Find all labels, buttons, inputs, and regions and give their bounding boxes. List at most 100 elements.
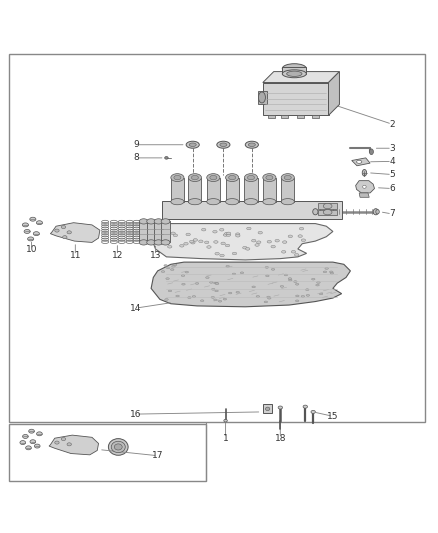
Ellipse shape [299, 228, 304, 230]
Ellipse shape [161, 240, 170, 245]
Text: 12: 12 [112, 251, 123, 260]
Ellipse shape [256, 296, 260, 297]
Bar [244, 177, 258, 201]
Ellipse shape [193, 239, 198, 241]
Ellipse shape [109, 439, 128, 455]
Text: 7: 7 [389, 209, 395, 219]
Ellipse shape [181, 274, 185, 277]
Bar [9, 424, 206, 481]
Ellipse shape [114, 444, 122, 450]
Bar [312, 115, 319, 118]
Ellipse shape [221, 242, 225, 245]
Ellipse shape [226, 232, 231, 235]
Ellipse shape [236, 235, 240, 237]
Ellipse shape [36, 221, 42, 225]
Ellipse shape [240, 272, 244, 273]
Ellipse shape [305, 289, 309, 290]
Ellipse shape [252, 286, 255, 288]
Ellipse shape [265, 275, 269, 277]
Ellipse shape [255, 244, 259, 246]
Ellipse shape [244, 174, 258, 182]
Bar [318, 209, 337, 215]
Ellipse shape [229, 175, 236, 180]
Ellipse shape [306, 295, 310, 296]
Ellipse shape [291, 251, 296, 253]
Ellipse shape [219, 229, 224, 231]
Ellipse shape [266, 175, 273, 180]
Polygon shape [263, 71, 339, 83]
Polygon shape [151, 262, 350, 307]
Ellipse shape [25, 446, 32, 450]
Text: 15: 15 [327, 412, 339, 421]
Polygon shape [263, 83, 328, 115]
Ellipse shape [294, 254, 299, 256]
Ellipse shape [217, 141, 230, 148]
Ellipse shape [147, 219, 155, 224]
Ellipse shape [161, 219, 170, 224]
Ellipse shape [317, 281, 320, 284]
Ellipse shape [174, 175, 181, 180]
Bar [263, 177, 276, 201]
Ellipse shape [30, 217, 36, 221]
Polygon shape [328, 71, 339, 115]
Ellipse shape [275, 239, 279, 242]
Ellipse shape [280, 286, 284, 287]
Ellipse shape [199, 240, 203, 243]
Ellipse shape [323, 209, 332, 215]
Ellipse shape [28, 429, 34, 433]
Ellipse shape [286, 71, 302, 76]
Text: 17: 17 [152, 451, 163, 460]
Ellipse shape [214, 240, 218, 243]
Bar [171, 177, 184, 201]
Ellipse shape [244, 199, 258, 205]
Ellipse shape [173, 234, 177, 237]
Ellipse shape [267, 240, 272, 243]
Ellipse shape [313, 209, 318, 215]
Ellipse shape [220, 143, 227, 147]
Ellipse shape [284, 274, 288, 276]
Ellipse shape [301, 239, 306, 241]
Bar [318, 204, 337, 209]
Ellipse shape [67, 231, 71, 234]
Ellipse shape [214, 299, 217, 301]
Ellipse shape [232, 252, 237, 255]
Text: 5: 5 [389, 170, 395, 179]
Ellipse shape [214, 282, 217, 284]
Ellipse shape [218, 301, 222, 302]
Ellipse shape [232, 273, 236, 275]
Bar [9, 54, 425, 422]
Ellipse shape [201, 300, 204, 302]
Ellipse shape [55, 441, 59, 444]
Ellipse shape [22, 223, 28, 227]
Ellipse shape [182, 284, 185, 285]
Ellipse shape [34, 444, 40, 448]
Ellipse shape [190, 240, 194, 243]
Ellipse shape [373, 209, 378, 215]
Ellipse shape [172, 265, 175, 267]
Ellipse shape [30, 440, 36, 443]
Ellipse shape [139, 240, 148, 245]
Ellipse shape [357, 160, 362, 163]
Bar [281, 115, 288, 118]
Ellipse shape [330, 272, 334, 274]
Polygon shape [258, 91, 267, 103]
Ellipse shape [325, 268, 328, 269]
Ellipse shape [61, 225, 66, 229]
Ellipse shape [258, 231, 262, 234]
Ellipse shape [28, 237, 34, 241]
Ellipse shape [323, 271, 327, 273]
Ellipse shape [257, 241, 261, 244]
Ellipse shape [187, 297, 191, 298]
Ellipse shape [24, 230, 30, 233]
Ellipse shape [298, 235, 302, 237]
Ellipse shape [55, 229, 59, 232]
Text: 1: 1 [223, 434, 229, 443]
Ellipse shape [188, 199, 201, 205]
Polygon shape [356, 181, 374, 193]
Ellipse shape [189, 143, 196, 147]
Ellipse shape [265, 407, 270, 410]
Ellipse shape [369, 149, 373, 155]
Ellipse shape [319, 293, 323, 295]
Ellipse shape [246, 247, 250, 250]
Ellipse shape [311, 410, 315, 414]
